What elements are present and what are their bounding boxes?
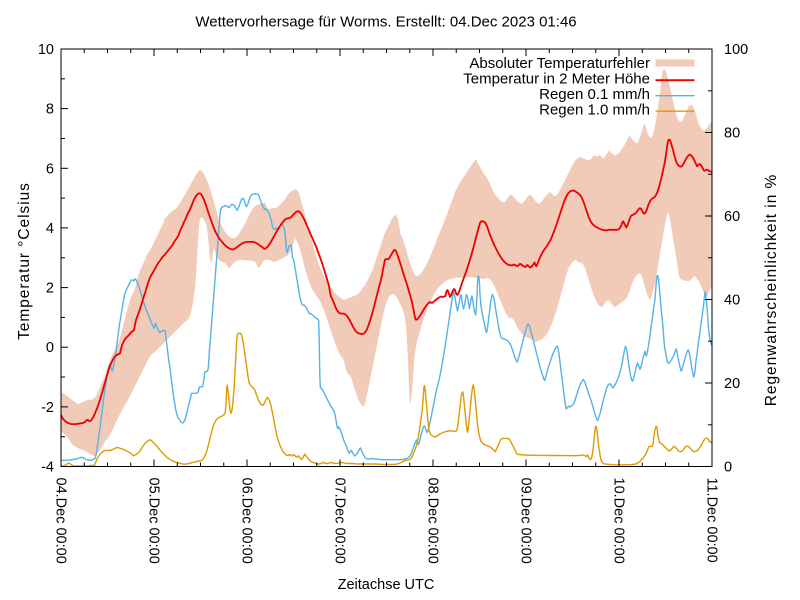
svg-text:Zeitachse UTC: Zeitachse UTC xyxy=(338,577,435,593)
svg-text:Regenwahrscheinlichkeit in %: Regenwahrscheinlichkeit in % xyxy=(763,174,780,407)
svg-text:04.Dec 00:00: 04.Dec 00:00 xyxy=(53,478,69,564)
svg-text:11.Dec 00:00: 11.Dec 00:00 xyxy=(704,478,720,563)
svg-text:0: 0 xyxy=(724,460,732,476)
svg-text:-2: -2 xyxy=(41,400,54,416)
svg-text:07.Dec 00:00: 07.Dec 00:00 xyxy=(332,478,348,564)
svg-text:09.Dec 00:00: 09.Dec 00:00 xyxy=(518,478,534,564)
svg-text:-4: -4 xyxy=(41,460,54,476)
svg-text:Temperatur in 2 Meter Höhe: Temperatur in 2 Meter Höhe xyxy=(463,71,650,88)
svg-text:20: 20 xyxy=(724,376,740,392)
svg-text:Regen 1.0 mm/h: Regen 1.0 mm/h xyxy=(539,102,650,119)
svg-text:60: 60 xyxy=(724,209,740,225)
svg-text:0: 0 xyxy=(46,340,54,356)
svg-text:06.Dec 00:00: 06.Dec 00:00 xyxy=(239,478,255,564)
svg-text:Regen 0.1 mm/h: Regen 0.1 mm/h xyxy=(539,86,650,103)
svg-text:Absoluter Temperaturfehler: Absoluter Temperaturfehler xyxy=(469,55,650,72)
svg-text:40: 40 xyxy=(724,293,740,309)
svg-text:10.Dec 00:00: 10.Dec 00:00 xyxy=(611,478,627,564)
svg-text:2: 2 xyxy=(46,281,54,297)
svg-text:100: 100 xyxy=(724,42,748,58)
svg-text:4: 4 xyxy=(46,221,54,237)
svg-text:Wettervorhersage für Worms. Er: Wettervorhersage für Worms. Erstellt: 04… xyxy=(195,14,576,31)
svg-text:05.Dec 00:00: 05.Dec 00:00 xyxy=(146,478,162,564)
svg-text:6: 6 xyxy=(46,161,54,177)
svg-text:8: 8 xyxy=(46,102,54,118)
svg-text:80: 80 xyxy=(724,126,740,142)
svg-text:Temperatur °Celsius: Temperatur °Celsius xyxy=(16,182,33,340)
svg-text:10: 10 xyxy=(38,42,54,58)
svg-text:08.Dec 00:00: 08.Dec 00:00 xyxy=(425,478,441,564)
